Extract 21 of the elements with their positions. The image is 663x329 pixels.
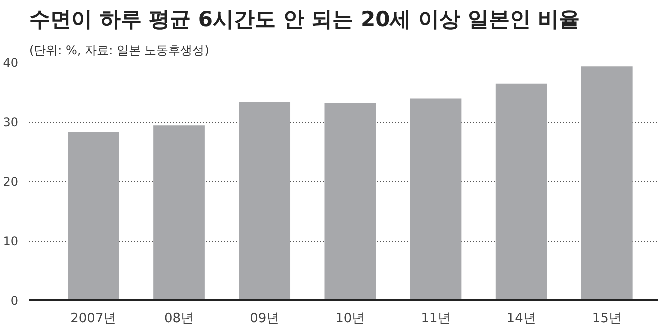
bar [581,66,633,300]
x-tick-label: 14년 [506,312,536,326]
bar [239,102,291,300]
chart-title: 수면이 하루 평균 6시간도 안 되는 20세 이상 일본인 비율 [30,8,580,32]
bar [68,132,120,300]
bar [496,84,548,300]
x-tick-label: 15년 [592,312,622,326]
bar [324,104,376,300]
x-tick-label: 11년 [421,312,451,326]
x-tick-label: 2007년 [70,312,117,326]
bar [410,98,462,300]
y-tick-label: 20 [3,175,19,189]
x-tick-label: 09년 [250,312,280,326]
y-tick-label: 30 [3,116,19,130]
x-tick-label: 10년 [336,312,366,326]
y-tick-label: 10 [3,234,19,248]
y-tick-label: 40 [3,56,19,70]
bar [154,126,205,300]
x-tick-label: 08년 [164,312,194,326]
chart-subtitle: (단위: %, 자료: 일본 노동후생성) [30,44,210,58]
y-tick-label: 0 [10,294,19,308]
